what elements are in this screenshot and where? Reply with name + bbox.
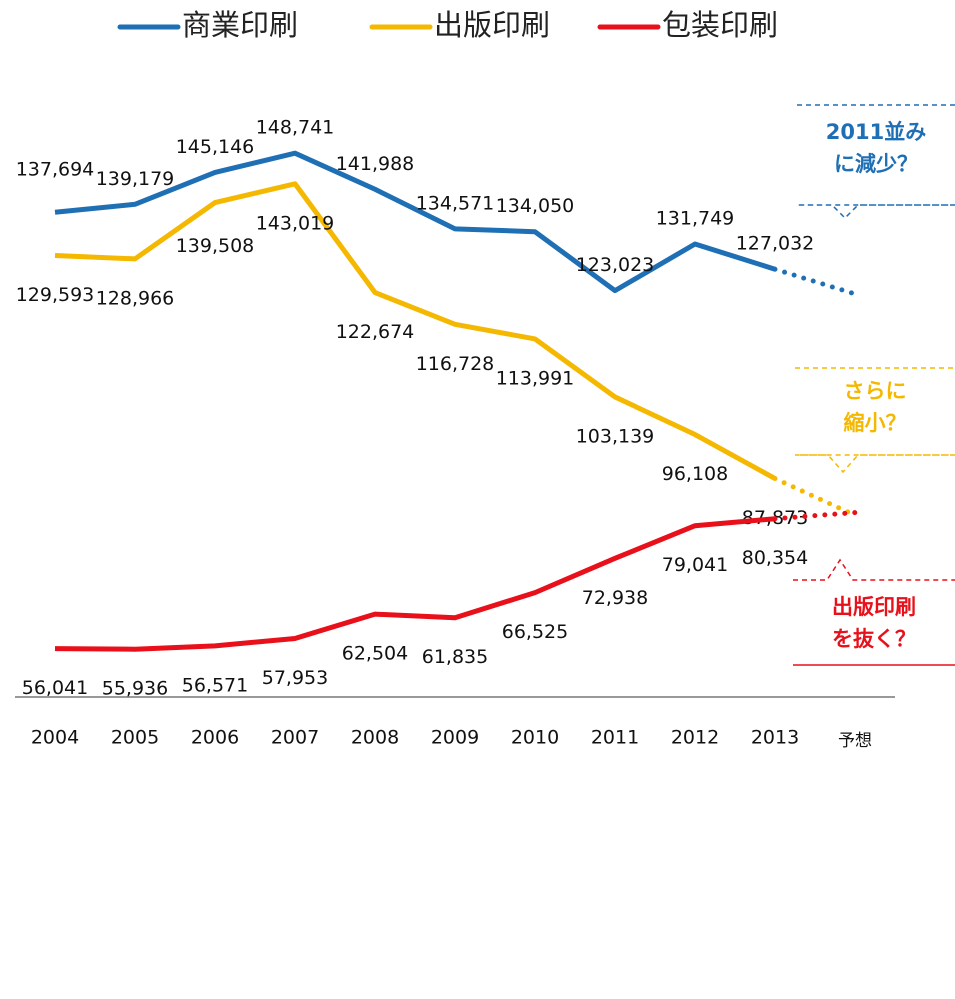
x-tick-label: 予想 xyxy=(838,731,872,751)
x-tick-label: 2007 xyxy=(271,727,319,749)
x-tick-label: 2006 xyxy=(191,727,239,749)
legend-label: 包装印刷 xyxy=(662,8,778,42)
series-line xyxy=(54,516,776,652)
callout-text: 2011並み xyxy=(826,120,926,144)
callout-text: 縮小？ xyxy=(844,411,907,435)
data-label: 57,953 xyxy=(262,667,328,689)
data-label: 139,508 xyxy=(176,235,255,257)
data-label: 56,571 xyxy=(182,674,248,696)
forecast-line xyxy=(772,510,858,522)
callout-text: に減少？ xyxy=(834,152,918,176)
callout-box xyxy=(797,104,955,220)
data-label: 103,139 xyxy=(576,425,655,447)
forecast-line xyxy=(772,266,858,297)
data-label: 96,108 xyxy=(662,463,728,485)
data-label: 134,050 xyxy=(496,195,575,217)
data-label: 139,179 xyxy=(96,168,175,190)
callout-box xyxy=(793,558,955,666)
data-label: 129,593 xyxy=(16,284,95,306)
data-label: 143,019 xyxy=(256,212,335,234)
data-label: 128,966 xyxy=(96,287,175,309)
x-tick-label: 2005 xyxy=(111,727,159,749)
x-tick-label: 2004 xyxy=(31,727,79,749)
data-label: 131,749 xyxy=(656,208,735,230)
callout-text: さらに xyxy=(844,379,907,403)
legend-label: 出版印刷 xyxy=(434,8,550,42)
data-label: 113,991 xyxy=(496,367,575,389)
data-label: 79,041 xyxy=(662,554,728,576)
data-label: 80,354 xyxy=(742,547,808,569)
data-label: 66,525 xyxy=(502,621,568,643)
data-label: 116,728 xyxy=(416,353,495,375)
data-label: 127,032 xyxy=(736,233,815,255)
series-line xyxy=(54,181,777,481)
data-label: 72,938 xyxy=(582,587,648,609)
data-label: 148,741 xyxy=(256,117,335,139)
x-tick-label: 2013 xyxy=(751,727,799,749)
data-label: 123,023 xyxy=(576,254,655,276)
data-label: 145,146 xyxy=(176,136,255,158)
callout-text: を抜く？ xyxy=(832,627,916,651)
x-tick-label: 2009 xyxy=(431,727,479,749)
series-line xyxy=(54,150,776,294)
x-tick-label: 2010 xyxy=(511,727,559,749)
legend-label: 商業印刷 xyxy=(182,8,298,42)
data-label: 122,674 xyxy=(336,321,415,343)
data-label: 141,988 xyxy=(336,153,415,175)
data-label: 55,936 xyxy=(102,678,168,700)
data-label: 137,694 xyxy=(16,159,95,181)
data-label: 62,504 xyxy=(342,643,408,665)
data-label: 134,571 xyxy=(416,192,495,214)
callout-box xyxy=(795,367,955,474)
data-label: 61,835 xyxy=(422,646,488,668)
x-tick-label: 2011 xyxy=(591,727,639,749)
data-label: 56,041 xyxy=(22,677,88,699)
x-tick-label: 2012 xyxy=(671,727,719,749)
callout-text: 出版印刷 xyxy=(832,595,916,619)
x-tick-label: 2008 xyxy=(351,727,399,749)
